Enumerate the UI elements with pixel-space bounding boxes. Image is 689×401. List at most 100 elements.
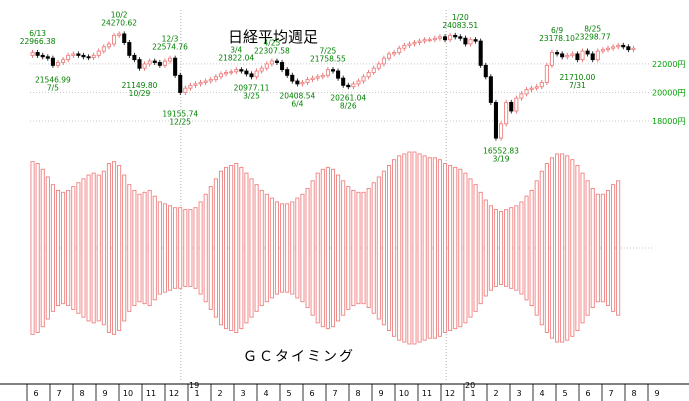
month-label: 9 bbox=[102, 389, 107, 398]
candle-up bbox=[386, 53, 392, 59]
month-label: 7 bbox=[56, 389, 61, 398]
candle-up bbox=[66, 54, 71, 61]
candle-up bbox=[524, 89, 529, 95]
gc-bar bbox=[71, 186, 76, 310]
gc-bar bbox=[417, 153, 422, 343]
gc-bar bbox=[213, 178, 218, 318]
candle-down bbox=[137, 59, 142, 69]
chart-subtitle: ＧＣタイミング bbox=[243, 349, 355, 365]
annotation-label: 3/19 bbox=[493, 155, 510, 164]
gc-bar bbox=[616, 180, 621, 316]
gc-bar bbox=[509, 207, 514, 289]
gc-bar bbox=[157, 201, 162, 295]
candle-up bbox=[600, 49, 605, 52]
gc-bar bbox=[300, 193, 305, 303]
gc-bar bbox=[473, 184, 478, 312]
gc-bar bbox=[463, 172, 468, 324]
annotation-label: 20977.11 bbox=[234, 84, 270, 93]
gc-bar bbox=[274, 201, 280, 295]
candle-up bbox=[310, 77, 315, 81]
annotation-label: 8/25 bbox=[584, 24, 601, 33]
candle-down bbox=[483, 64, 488, 78]
gc-bar bbox=[437, 159, 442, 337]
gc-bar bbox=[560, 153, 565, 343]
gc-bar bbox=[106, 163, 111, 333]
candle-down bbox=[509, 101, 514, 112]
y-tick-label: 22000円 bbox=[652, 60, 685, 69]
candle-up bbox=[432, 37, 437, 41]
candle-up bbox=[96, 50, 101, 56]
candle-down bbox=[127, 42, 132, 56]
candle-up bbox=[422, 39, 427, 42]
gc-bar bbox=[183, 209, 188, 287]
candle-up bbox=[529, 87, 534, 91]
annotation-label: 23178.10 bbox=[539, 34, 575, 43]
gc-bar bbox=[101, 170, 106, 326]
month-label: 6 bbox=[33, 389, 38, 398]
candle-down bbox=[274, 60, 280, 63]
month-label: 4 bbox=[539, 389, 544, 398]
year-mark: 19 bbox=[189, 381, 199, 390]
gc-bar bbox=[305, 188, 310, 308]
candle-up bbox=[351, 83, 356, 88]
candle-down bbox=[488, 76, 493, 103]
candle-up bbox=[142, 63, 147, 69]
annotation-label: 21710.00 bbox=[560, 73, 596, 82]
candle-down bbox=[86, 56, 91, 59]
gc-bar bbox=[499, 211, 504, 285]
candle-up bbox=[325, 69, 330, 76]
candle-down bbox=[132, 54, 137, 61]
gc-bar bbox=[254, 184, 259, 312]
gc-bar bbox=[132, 189, 137, 307]
candle-down bbox=[157, 62, 162, 66]
candle-up bbox=[570, 53, 575, 56]
gc-bar bbox=[66, 189, 71, 307]
month-label: 5 bbox=[286, 389, 291, 398]
candle-up bbox=[229, 71, 234, 74]
candle-up bbox=[224, 72, 229, 75]
candle-down bbox=[76, 53, 81, 56]
candle-down bbox=[285, 69, 290, 76]
gc-bar bbox=[280, 203, 285, 293]
candle-up bbox=[356, 80, 361, 85]
candle-up bbox=[412, 42, 417, 45]
candle-up bbox=[315, 76, 320, 79]
month-label: 4 bbox=[263, 389, 268, 398]
gc-bar bbox=[76, 182, 81, 314]
month-label: 2 bbox=[493, 389, 498, 398]
candle-up bbox=[448, 34, 453, 41]
candle-up bbox=[616, 44, 621, 48]
annotation-label: 1/20 bbox=[452, 13, 469, 22]
candle-up bbox=[514, 97, 519, 112]
gc-bar bbox=[35, 163, 40, 333]
gc-bar bbox=[361, 191, 366, 305]
gc-bar bbox=[310, 180, 315, 316]
annotation-label: 10/2 bbox=[111, 11, 128, 20]
gc-bar bbox=[605, 189, 611, 307]
gc-bar bbox=[142, 191, 147, 305]
candle-up bbox=[631, 47, 636, 51]
month-label: 12 bbox=[445, 389, 455, 398]
candle-up bbox=[183, 87, 188, 93]
gc-bar bbox=[55, 189, 61, 307]
candle-up bbox=[188, 84, 193, 89]
candle-down bbox=[346, 84, 351, 88]
candle-down bbox=[35, 52, 40, 56]
gc-bar bbox=[519, 201, 524, 295]
gc-bar bbox=[346, 186, 351, 310]
gc-bar bbox=[544, 163, 549, 333]
gc-bar bbox=[351, 189, 356, 307]
gc-bar bbox=[555, 153, 560, 343]
annotation-label: 7/5 bbox=[47, 83, 59, 92]
candle-up bbox=[203, 80, 208, 83]
candle-up bbox=[30, 52, 35, 56]
gc-bar bbox=[40, 168, 45, 328]
candle-down bbox=[443, 36, 448, 41]
candle-down bbox=[493, 101, 498, 139]
y-axis-labels: 22000円 20000円 18000円 bbox=[652, 60, 685, 126]
weekly-candles bbox=[30, 31, 636, 141]
annotation-label: 3/4 bbox=[230, 45, 242, 54]
month-label: 10 bbox=[123, 389, 133, 398]
gc-bar bbox=[290, 201, 295, 295]
gc-bar bbox=[504, 209, 509, 287]
